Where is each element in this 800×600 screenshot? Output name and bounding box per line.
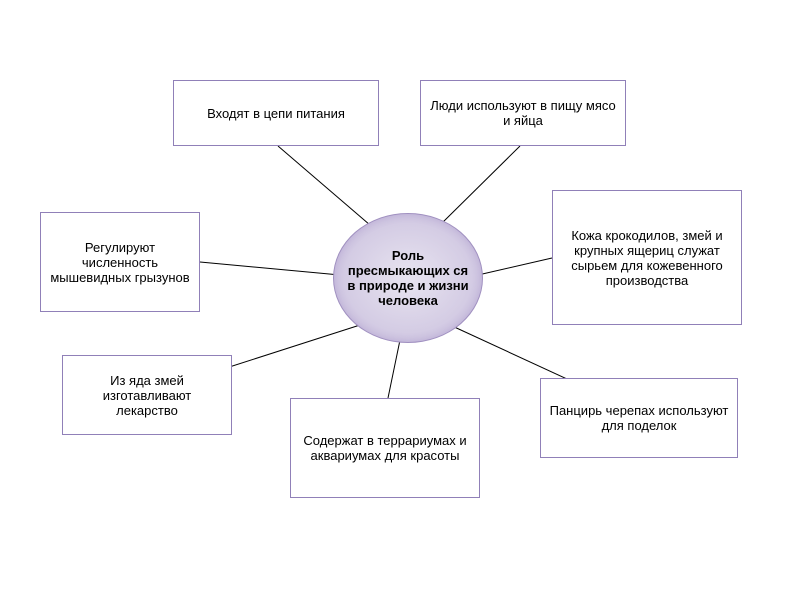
- connector-line: [440, 146, 520, 225]
- leaf-label: Кожа крокодилов, змей и крупных ящериц с…: [561, 228, 733, 288]
- center-topic-label: Роль пресмыкающих ся в природе и жизни ч…: [346, 248, 470, 308]
- leaf-label: Из яда змей изготавливают лекарство: [71, 373, 223, 418]
- connector-line: [220, 325, 360, 370]
- connector-line: [278, 146, 370, 225]
- leaf-terrarium: Содержат в террариумах и аквариумах для …: [290, 398, 480, 498]
- leaf-label: Панцирь черепах используют для поделок: [549, 403, 729, 433]
- leaf-rodent-control: Регулируют численность мышевидных грызун…: [40, 212, 200, 312]
- leaf-label: Содержат в террариумах и аквариумах для …: [299, 433, 471, 463]
- leaf-snake-medicine: Из яда змей изготавливают лекарство: [62, 355, 232, 435]
- leaf-leather: Кожа крокодилов, змей и крупных ящериц с…: [552, 190, 742, 325]
- leaf-label: Люди используют в пищу мясо и яйца: [429, 98, 617, 128]
- connector-line: [200, 262, 340, 275]
- connector-line: [388, 340, 400, 398]
- leaf-turtle-shell: Панцирь черепах используют для поделок: [540, 378, 738, 458]
- center-topic: Роль пресмыкающих ся в природе и жизни ч…: [333, 213, 483, 343]
- connector-line: [478, 258, 552, 275]
- mind-map-diagram: Роль пресмыкающих ся в природе и жизни ч…: [0, 0, 800, 600]
- connector-line: [450, 325, 580, 385]
- leaf-food-chain: Входят в цепи питания: [173, 80, 379, 146]
- leaf-label: Входят в цепи питания: [207, 106, 345, 121]
- leaf-meat-eggs: Люди используют в пищу мясо и яйца: [420, 80, 626, 146]
- leaf-label: Регулируют численность мышевидных грызун…: [49, 240, 191, 285]
